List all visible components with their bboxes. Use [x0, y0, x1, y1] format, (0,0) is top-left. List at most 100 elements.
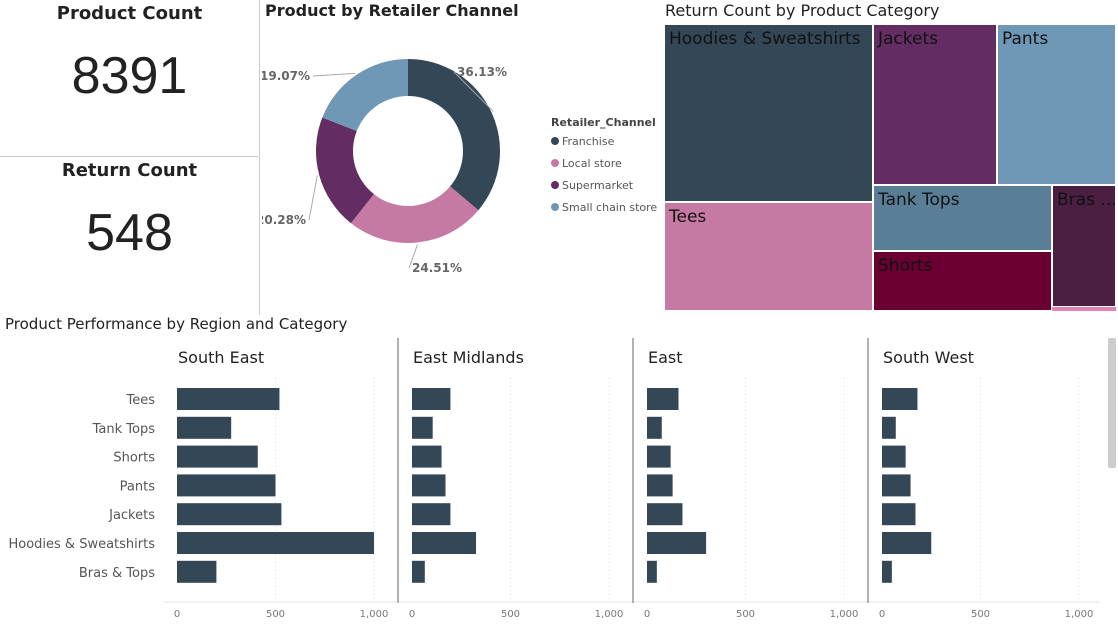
x-tick-label: 1,000 — [595, 609, 624, 620]
panel-title-east: East — [648, 348, 683, 367]
panel-title-south-west: South West — [883, 348, 974, 367]
treemap-label: Tank Tops — [878, 190, 960, 210]
bar-east-midlands-pants[interactable] — [412, 474, 446, 497]
category-label-tees: Tees — [125, 393, 155, 408]
donut-data-label: 36.13% — [457, 65, 507, 79]
legend-label: Local store — [562, 157, 622, 170]
category-label-jackets: Jackets — [108, 508, 155, 523]
donut-slice-small-chain-store[interactable] — [322, 58, 408, 131]
donut-leader-line — [408, 244, 418, 269]
legend-item-supermarket[interactable]: Supermarket — [551, 178, 657, 200]
bar-south-east-pants[interactable] — [177, 474, 276, 497]
bar-south-west-pants[interactable] — [882, 474, 911, 497]
treemap-tile-pants[interactable]: Pants — [997, 24, 1116, 185]
x-tick-label: 0 — [409, 609, 415, 620]
legend-item-franchise[interactable]: Franchise — [551, 134, 657, 156]
bar-east-midlands-hoodies-sweatshirts[interactable] — [412, 532, 477, 554]
treemap-tile-sliver[interactable] — [1052, 307, 1116, 311]
return-count-title: Return Count — [61, 160, 198, 181]
bar-south-west-tees[interactable] — [882, 388, 918, 410]
bar-south-west-jackets[interactable] — [882, 503, 916, 526]
legend-title: Retailer_Channel — [551, 116, 656, 129]
donut-leader-line — [308, 175, 318, 221]
donut-leader-line — [312, 72, 356, 77]
bar-south-east-hoodies-sweatshirts[interactable] — [177, 532, 374, 554]
bar-east-shorts[interactable] — [647, 445, 671, 468]
x-tick-label: 500 — [971, 609, 990, 620]
scrollbar[interactable] — [1108, 338, 1116, 468]
bar-east-midlands-shorts[interactable] — [412, 445, 442, 468]
treemap-tile-tees[interactable]: Tees — [664, 202, 873, 311]
x-tick-label: 0 — [879, 609, 885, 620]
return-count-value: 548 — [86, 204, 173, 262]
legend-label: Supermarket — [562, 179, 634, 192]
treemap-label: Tees — [669, 207, 707, 227]
legend-marker — [551, 137, 559, 145]
bar-south-east-shorts[interactable] — [177, 445, 258, 468]
treemap-label: Shorts — [878, 256, 933, 276]
bar-east-jackets[interactable] — [647, 503, 683, 526]
treemap-tile-shorts[interactable]: Shorts — [873, 251, 1052, 311]
x-tick-label: 500 — [736, 609, 755, 620]
bar-east-midlands-bras-tops[interactable] — [412, 560, 425, 583]
bar-south-east-bras-tops[interactable] — [177, 560, 217, 583]
product-count-card: Product Count 8391 — [0, 0, 259, 157]
panel-title-south-east: South East — [178, 348, 264, 367]
return-count-card: Return Count 548 — [0, 157, 260, 315]
bar-south-west-bras-tops[interactable] — [882, 560, 892, 583]
bar-east-midlands-tank-tops[interactable] — [412, 416, 433, 439]
bar-chart[interactable]: Tees Tank Tops Shorts Pants Jackets Hoodies &… — [0, 330, 1118, 626]
category-label-pants: Pants — [120, 479, 156, 494]
category-label-tank-tops: Tank Tops — [92, 422, 156, 437]
bar-south-west-tank-tops[interactable] — [882, 416, 896, 439]
legend-label: Franchise — [562, 135, 615, 148]
bar-south-west-hoodies-sweatshirts[interactable] — [882, 532, 932, 554]
x-tick-label: 500 — [266, 609, 285, 620]
bar-east-hoodies-sweatshirts[interactable] — [647, 532, 707, 554]
treemap-label: Pants — [1002, 29, 1049, 49]
bar-east-midlands-jackets[interactable] — [412, 503, 451, 526]
legend-marker — [551, 181, 559, 189]
bar-south-east-tees[interactable] — [177, 388, 280, 410]
donut-slice-supermarket[interactable] — [316, 117, 374, 224]
treemap-label: Hoodies & Sweatshirts — [669, 29, 861, 49]
legend-label: Small chain store — [562, 201, 658, 214]
bar-east-pants[interactable] — [647, 474, 673, 497]
donut-data-label: 19.07% — [262, 69, 310, 83]
donut-data-label: 24.51% — [412, 261, 462, 275]
donut-title: Product by Retailer Channel — [265, 1, 519, 20]
donut-chart[interactable]: 36.13% 24.51% 20.28% 19.07% — [262, 24, 662, 314]
bar-south-east-tank-tops[interactable] — [177, 416, 232, 439]
legend-item-small-chain-store[interactable]: Small chain store — [551, 200, 657, 222]
donut-leader-line — [453, 71, 494, 112]
product-count-value: 8391 — [71, 47, 188, 105]
treemap-tile-tank-tops[interactable]: Tank Tops — [873, 185, 1052, 251]
donut-slice-local-store[interactable] — [350, 186, 479, 244]
treemap-tile-jackets[interactable]: Jackets — [873, 24, 997, 185]
treemap-label: Jackets — [878, 29, 938, 49]
treemap-label: Bras ... — [1057, 190, 1116, 210]
bar-chart-title: Product Performance by Region and Catego… — [5, 315, 348, 333]
treemap-tile-hoodies-sweatshirts[interactable]: Hoodies & Sweatshirts — [664, 24, 873, 202]
donut-legend: Retailer_Channel Franchise Local store Sup… — [551, 116, 657, 222]
x-tick-label: 0 — [644, 609, 650, 620]
legend-item-local-store[interactable]: Local store — [551, 156, 657, 178]
card-divider — [259, 0, 260, 156]
x-tick-label: 1,000 — [1065, 609, 1094, 620]
bar-south-east-jackets[interactable] — [177, 503, 282, 526]
bar-east-tees[interactable] — [647, 388, 679, 410]
bar-east-tank-tops[interactable] — [647, 416, 662, 439]
treemap-tile-bras[interactable]: Bras ... — [1052, 185, 1116, 307]
category-label-hoodies-sweatshirts: Hoodies & Sweatshirts — [8, 537, 155, 552]
bar-east-bras-tops[interactable] — [647, 560, 657, 583]
donut-slice-franchise[interactable] — [408, 59, 500, 211]
category-label-shorts: Shorts — [113, 451, 155, 466]
bar-south-west-shorts[interactable] — [882, 445, 906, 468]
panel-title-east-midlands: East Midlands — [413, 348, 524, 367]
x-tick-label: 0 — [174, 609, 180, 620]
legend-marker — [551, 203, 559, 211]
x-tick-label: 1,000 — [360, 609, 389, 620]
treemap-chart[interactable]: Hoodies & Sweatshirts Tees Jackets Pants Tan… — [664, 24, 1116, 311]
bar-east-midlands-tees[interactable] — [412, 388, 451, 410]
treemap-title: Return Count by Product Category — [665, 1, 940, 20]
